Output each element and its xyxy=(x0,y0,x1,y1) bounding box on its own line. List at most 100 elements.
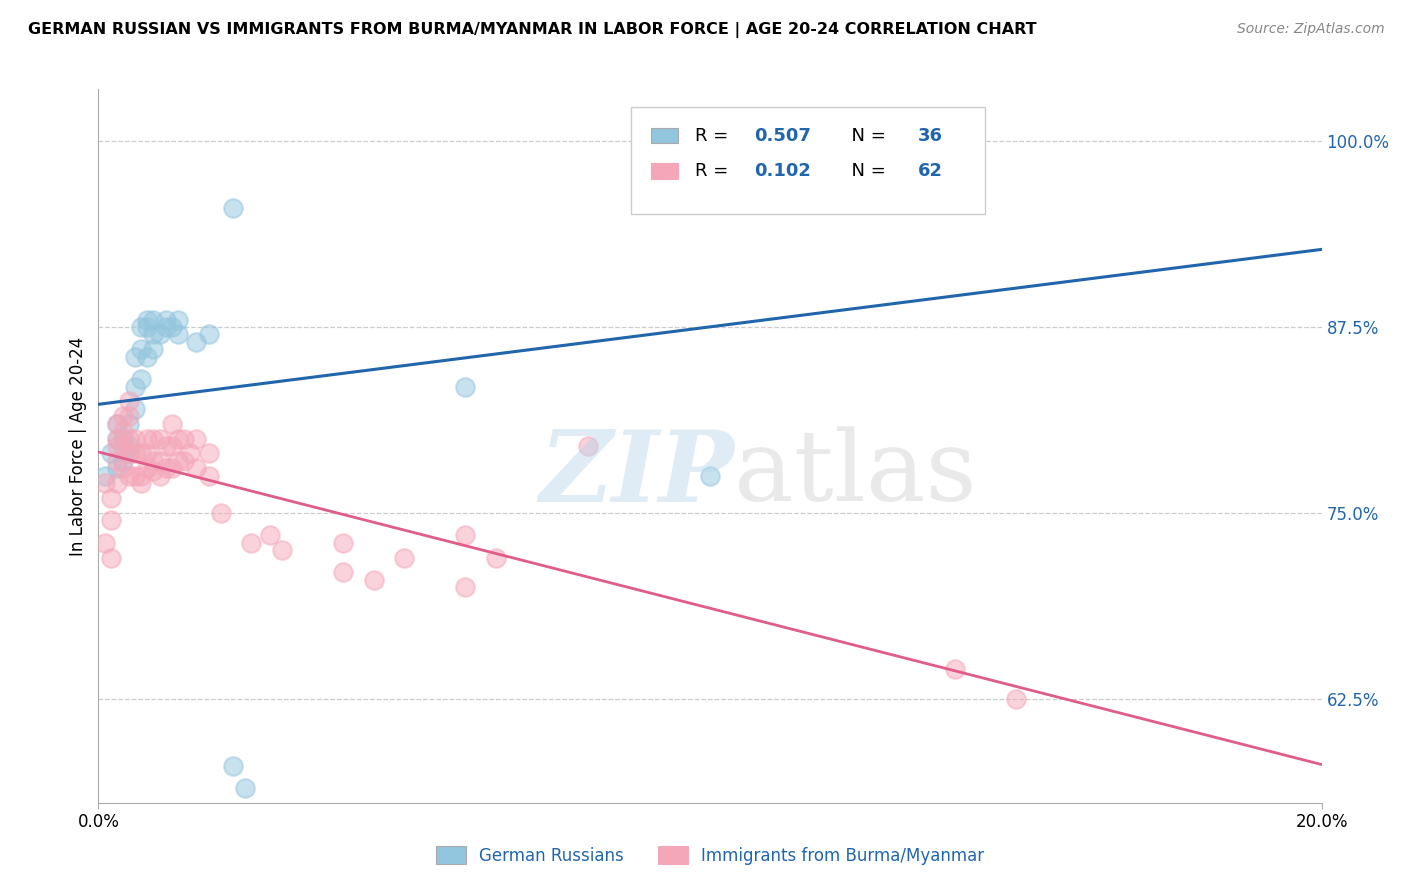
Point xyxy=(100,491,122,505)
Legend: German Russians, Immigrants from Burma/Myanmar: German Russians, Immigrants from Burma/M… xyxy=(427,838,993,873)
Text: 0.102: 0.102 xyxy=(754,162,811,180)
Point xyxy=(111,439,134,453)
Point xyxy=(105,476,128,491)
Point xyxy=(259,528,281,542)
FancyBboxPatch shape xyxy=(630,107,986,214)
Point xyxy=(167,432,190,446)
Text: ZIP: ZIP xyxy=(540,426,734,523)
Point xyxy=(155,461,177,475)
Point xyxy=(118,439,141,453)
Point xyxy=(270,543,292,558)
Point xyxy=(149,468,172,483)
Point xyxy=(118,409,141,424)
Point xyxy=(179,446,201,460)
FancyBboxPatch shape xyxy=(651,128,678,144)
Point xyxy=(222,758,245,772)
Point xyxy=(111,432,134,446)
Point xyxy=(699,468,721,483)
Point xyxy=(222,201,245,215)
Point xyxy=(124,350,146,364)
Point xyxy=(105,454,128,468)
Point xyxy=(149,454,172,468)
Point xyxy=(173,454,195,468)
Point xyxy=(124,379,146,393)
Point xyxy=(100,513,122,527)
Point xyxy=(129,468,152,483)
Y-axis label: In Labor Force | Age 20-24: In Labor Force | Age 20-24 xyxy=(69,336,87,556)
Text: N =: N = xyxy=(839,162,891,180)
Text: 0.507: 0.507 xyxy=(754,127,811,145)
Point xyxy=(142,327,165,342)
Point xyxy=(136,446,159,460)
Point xyxy=(118,468,141,483)
Point xyxy=(136,312,159,326)
Point xyxy=(142,312,165,326)
Point xyxy=(197,468,219,483)
Point xyxy=(129,446,152,460)
Point xyxy=(111,454,134,468)
Point xyxy=(149,432,172,446)
Point xyxy=(1004,691,1026,706)
FancyBboxPatch shape xyxy=(651,163,678,179)
Point xyxy=(93,468,115,483)
Point xyxy=(105,461,128,475)
Text: Source: ZipAtlas.com: Source: ZipAtlas.com xyxy=(1237,22,1385,37)
Point xyxy=(93,476,115,491)
Point xyxy=(105,417,128,431)
Point xyxy=(155,312,177,326)
Point xyxy=(186,461,208,475)
Point xyxy=(118,446,141,460)
Point xyxy=(142,432,165,446)
Point xyxy=(124,468,146,483)
Point xyxy=(240,535,263,549)
Point xyxy=(105,432,128,446)
Point xyxy=(136,320,159,334)
Point xyxy=(160,439,183,453)
Point xyxy=(167,312,190,326)
Point xyxy=(105,417,128,431)
Point xyxy=(136,432,159,446)
Point xyxy=(118,446,141,460)
Point xyxy=(118,432,141,446)
Text: 62: 62 xyxy=(918,162,943,180)
Text: 36: 36 xyxy=(918,127,943,145)
Point xyxy=(105,439,128,453)
Point xyxy=(332,535,354,549)
Point xyxy=(111,424,134,438)
Point xyxy=(111,409,134,424)
Point xyxy=(883,134,905,148)
Point xyxy=(186,432,208,446)
Point xyxy=(142,464,165,478)
Point xyxy=(363,573,385,587)
Point xyxy=(118,417,141,431)
Point xyxy=(392,550,416,565)
Point xyxy=(124,446,146,460)
Point xyxy=(454,580,477,594)
Point xyxy=(142,454,165,468)
Point xyxy=(160,320,183,334)
Point xyxy=(576,439,599,453)
Point xyxy=(209,506,232,520)
Point xyxy=(160,417,183,431)
Point xyxy=(160,461,183,475)
Point xyxy=(167,454,190,468)
Point xyxy=(155,320,177,334)
Point xyxy=(155,439,177,453)
Point xyxy=(100,550,122,565)
Point xyxy=(149,327,172,342)
Point xyxy=(105,432,128,446)
Point xyxy=(129,476,152,491)
Point xyxy=(129,320,152,334)
Text: R =: R = xyxy=(696,127,734,145)
Point xyxy=(100,446,122,460)
Point xyxy=(197,446,219,460)
Point xyxy=(129,372,152,386)
Point xyxy=(173,432,195,446)
Point xyxy=(454,528,477,542)
Point xyxy=(136,461,159,475)
Point xyxy=(118,394,141,409)
Point xyxy=(93,535,115,549)
Point xyxy=(124,432,146,446)
Point xyxy=(136,350,159,364)
Text: N =: N = xyxy=(839,127,891,145)
